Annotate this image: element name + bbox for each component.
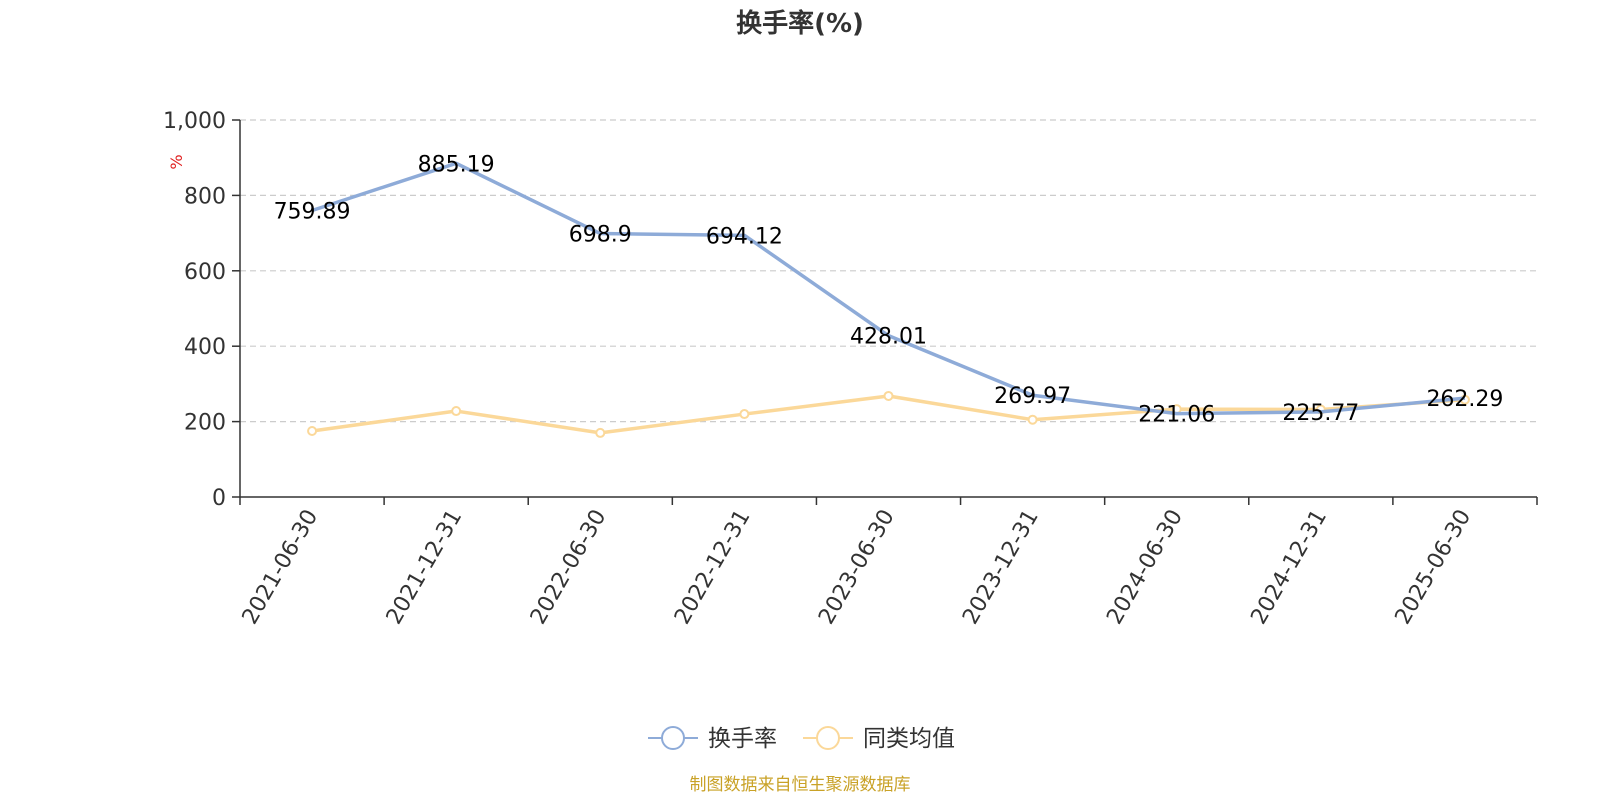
- series-lines: [307, 161, 1470, 438]
- y-axis-unit-label: %: [167, 154, 186, 169]
- legend-circle-icon: [816, 726, 840, 750]
- series-point-1: [1027, 414, 1038, 425]
- source-note: 制图数据来自恒生聚源数据库: [690, 775, 911, 795]
- series-point-1: [739, 409, 750, 420]
- gridlines: [240, 119, 1537, 423]
- series-point-1: [595, 427, 606, 438]
- legend-item-1[interactable]: 同类均值: [803, 726, 955, 752]
- data-labels: 759.89 885.19 698.9 694.12 428.01 269.97 221.0…: [274, 152, 1504, 427]
- y-tick-label: 400: [184, 335, 226, 360]
- x-tick-label: 2022-12-31: [670, 506, 756, 629]
- data-label: 694.12: [706, 224, 783, 249]
- x-tick-label: 2021-06-30: [238, 506, 324, 629]
- y-tick-label: 0: [212, 486, 226, 511]
- y-tick-label: 1,000: [163, 109, 226, 134]
- legend[interactable]: 换手率 同类均值: [648, 726, 955, 752]
- x-tick-label: 2024-06-30: [1102, 506, 1188, 629]
- data-label: 225.77: [1282, 401, 1359, 426]
- data-label: 262.29: [1426, 387, 1503, 412]
- series-point-1: [307, 426, 318, 437]
- y-tick-label: 200: [184, 411, 226, 436]
- series-point-1: [451, 406, 462, 417]
- legend-circle-icon: [661, 726, 685, 750]
- x-tick-label: 2023-12-31: [958, 506, 1044, 629]
- chart-title: 换手率(%): [736, 8, 864, 39]
- x-tick-label: 2025-06-30: [1391, 506, 1477, 629]
- legend-item-0[interactable]: 换手率: [648, 726, 777, 752]
- data-label: 759.89: [274, 200, 351, 225]
- x-tick-label: 2021-12-31: [382, 505, 468, 628]
- y-tick-label: 800: [184, 184, 226, 209]
- x-tick-label: 2024-12-31: [1246, 506, 1332, 629]
- legend-label: 同类均值: [863, 726, 955, 752]
- series-point-1: [883, 390, 894, 401]
- legend-label: 换手率: [708, 726, 777, 752]
- data-label: 269.97: [994, 384, 1071, 409]
- data-label: 885.19: [418, 152, 495, 177]
- series-line-0: [311, 161, 1466, 416]
- data-label: 221.06: [1138, 403, 1215, 428]
- data-label: 698.9: [569, 223, 632, 248]
- y-tick-label: 600: [184, 260, 226, 285]
- data-label: 428.01: [850, 325, 927, 350]
- x-tick-label: 2023-06-30: [814, 506, 900, 629]
- x-tick-label: 2022-06-30: [526, 506, 612, 629]
- axes: 0 200 400 600 800 1,000 2021-06-30 2021-12-31 20…: [163, 109, 1538, 629]
